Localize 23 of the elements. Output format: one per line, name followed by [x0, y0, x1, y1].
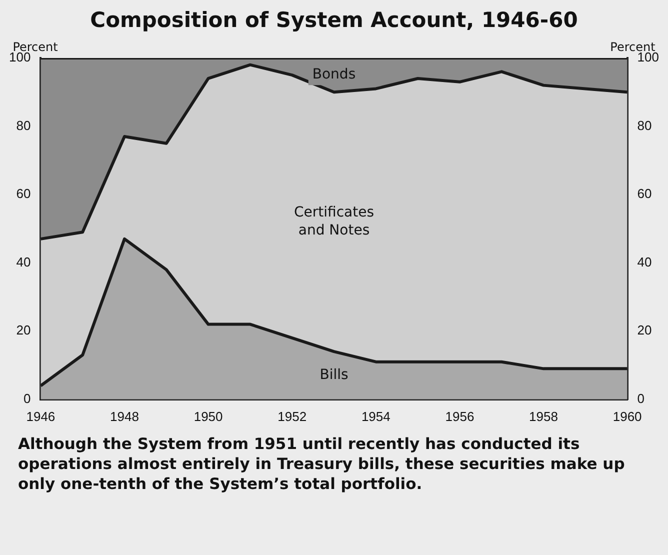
x-tick-label: 1960: [612, 408, 642, 424]
y-tick-label: 80: [16, 118, 31, 133]
series-label: Bonds: [312, 66, 356, 83]
y2-tick-label: 60: [637, 186, 652, 202]
x-tick-label: 1946: [26, 408, 56, 424]
series-label: Bills: [320, 367, 348, 384]
x-tick-label: 1950: [194, 408, 223, 424]
y-tick-label: 0: [23, 390, 31, 406]
y-tick-label: 40: [16, 254, 31, 270]
y2-tick-label: 40: [637, 254, 652, 270]
y2-tick-label: 0: [637, 390, 645, 406]
y-tick-label: 20: [16, 322, 31, 338]
y2-tick-label: 80: [637, 118, 652, 133]
x-tick-label: 1954: [361, 408, 390, 424]
text: Although the System from 1951 until recently has conducted its operations almost entirely in Treasury bills, these securities make up only one-tenth of the System’s total portfolio.: [18, 434, 626, 494]
x-tick-label: 1958: [529, 408, 558, 424]
y2-tick-label: 20: [637, 322, 652, 338]
series-label: Certificates and Notes: [294, 204, 374, 239]
y-tick-label: 60: [16, 186, 31, 202]
chart-title: Composition of System Account, 1946-60: [89, 8, 579, 32]
x-tick-label: 1952: [278, 408, 307, 424]
x-tick-label: 1948: [110, 408, 139, 424]
x-tick-label: 1956: [445, 408, 474, 424]
